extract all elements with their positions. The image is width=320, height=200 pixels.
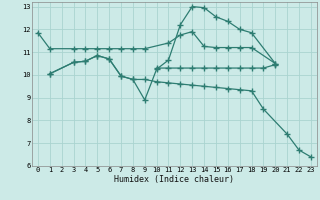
X-axis label: Humidex (Indice chaleur): Humidex (Indice chaleur) (115, 175, 234, 184)
